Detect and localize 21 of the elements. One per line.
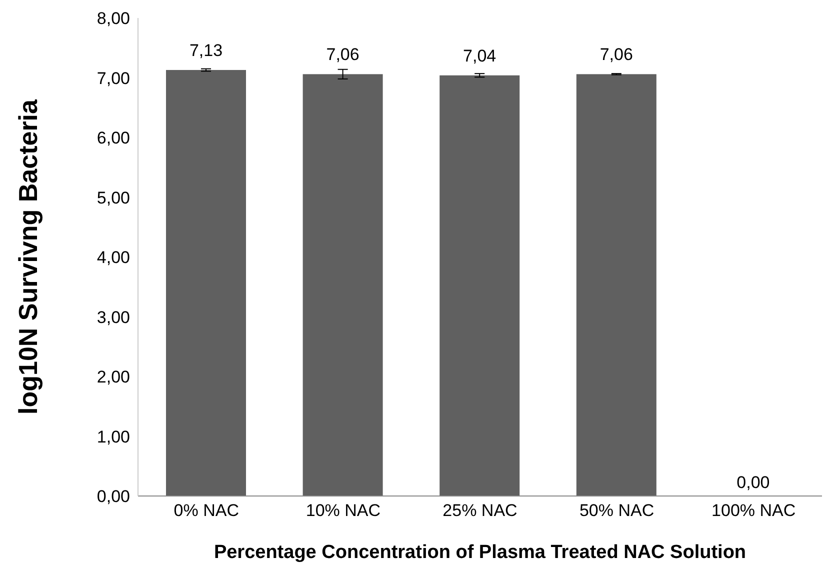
x-axis-title: Percentage Concentration of Plasma Treated NAC Solution (214, 542, 746, 563)
y-tick-label: 7,00 (96, 68, 130, 88)
y-tick-label: 4,00 (96, 248, 130, 268)
x-tick-label: 100% NAC (712, 501, 796, 520)
data-label: 7,13 (189, 40, 223, 60)
x-tick-label: 25% NAC (442, 501, 518, 520)
x-tick-label: 10% NAC (306, 501, 381, 520)
data-label: 7,06 (326, 45, 360, 64)
y-tick-label: 2,00 (96, 368, 130, 387)
data-label: 0,00 (736, 473, 770, 492)
data-label: 7,04 (463, 46, 496, 66)
y-tick-label: 5,00 (96, 188, 130, 208)
x-tick-label: 50% NAC (579, 501, 654, 520)
y-tick-label: 6,00 (96, 128, 130, 148)
y-tick-label: 3,00 (96, 308, 130, 327)
x-tick-label: 0% NAC (174, 501, 239, 520)
y-tick-label: 0,00 (96, 487, 130, 506)
y-axis-title: log10N Survivng Bacteria (13, 98, 44, 414)
y-tick-label: 8,00 (96, 9, 130, 28)
y-tick-label: 1,00 (96, 427, 130, 446)
data-label: 7,06 (600, 45, 633, 64)
